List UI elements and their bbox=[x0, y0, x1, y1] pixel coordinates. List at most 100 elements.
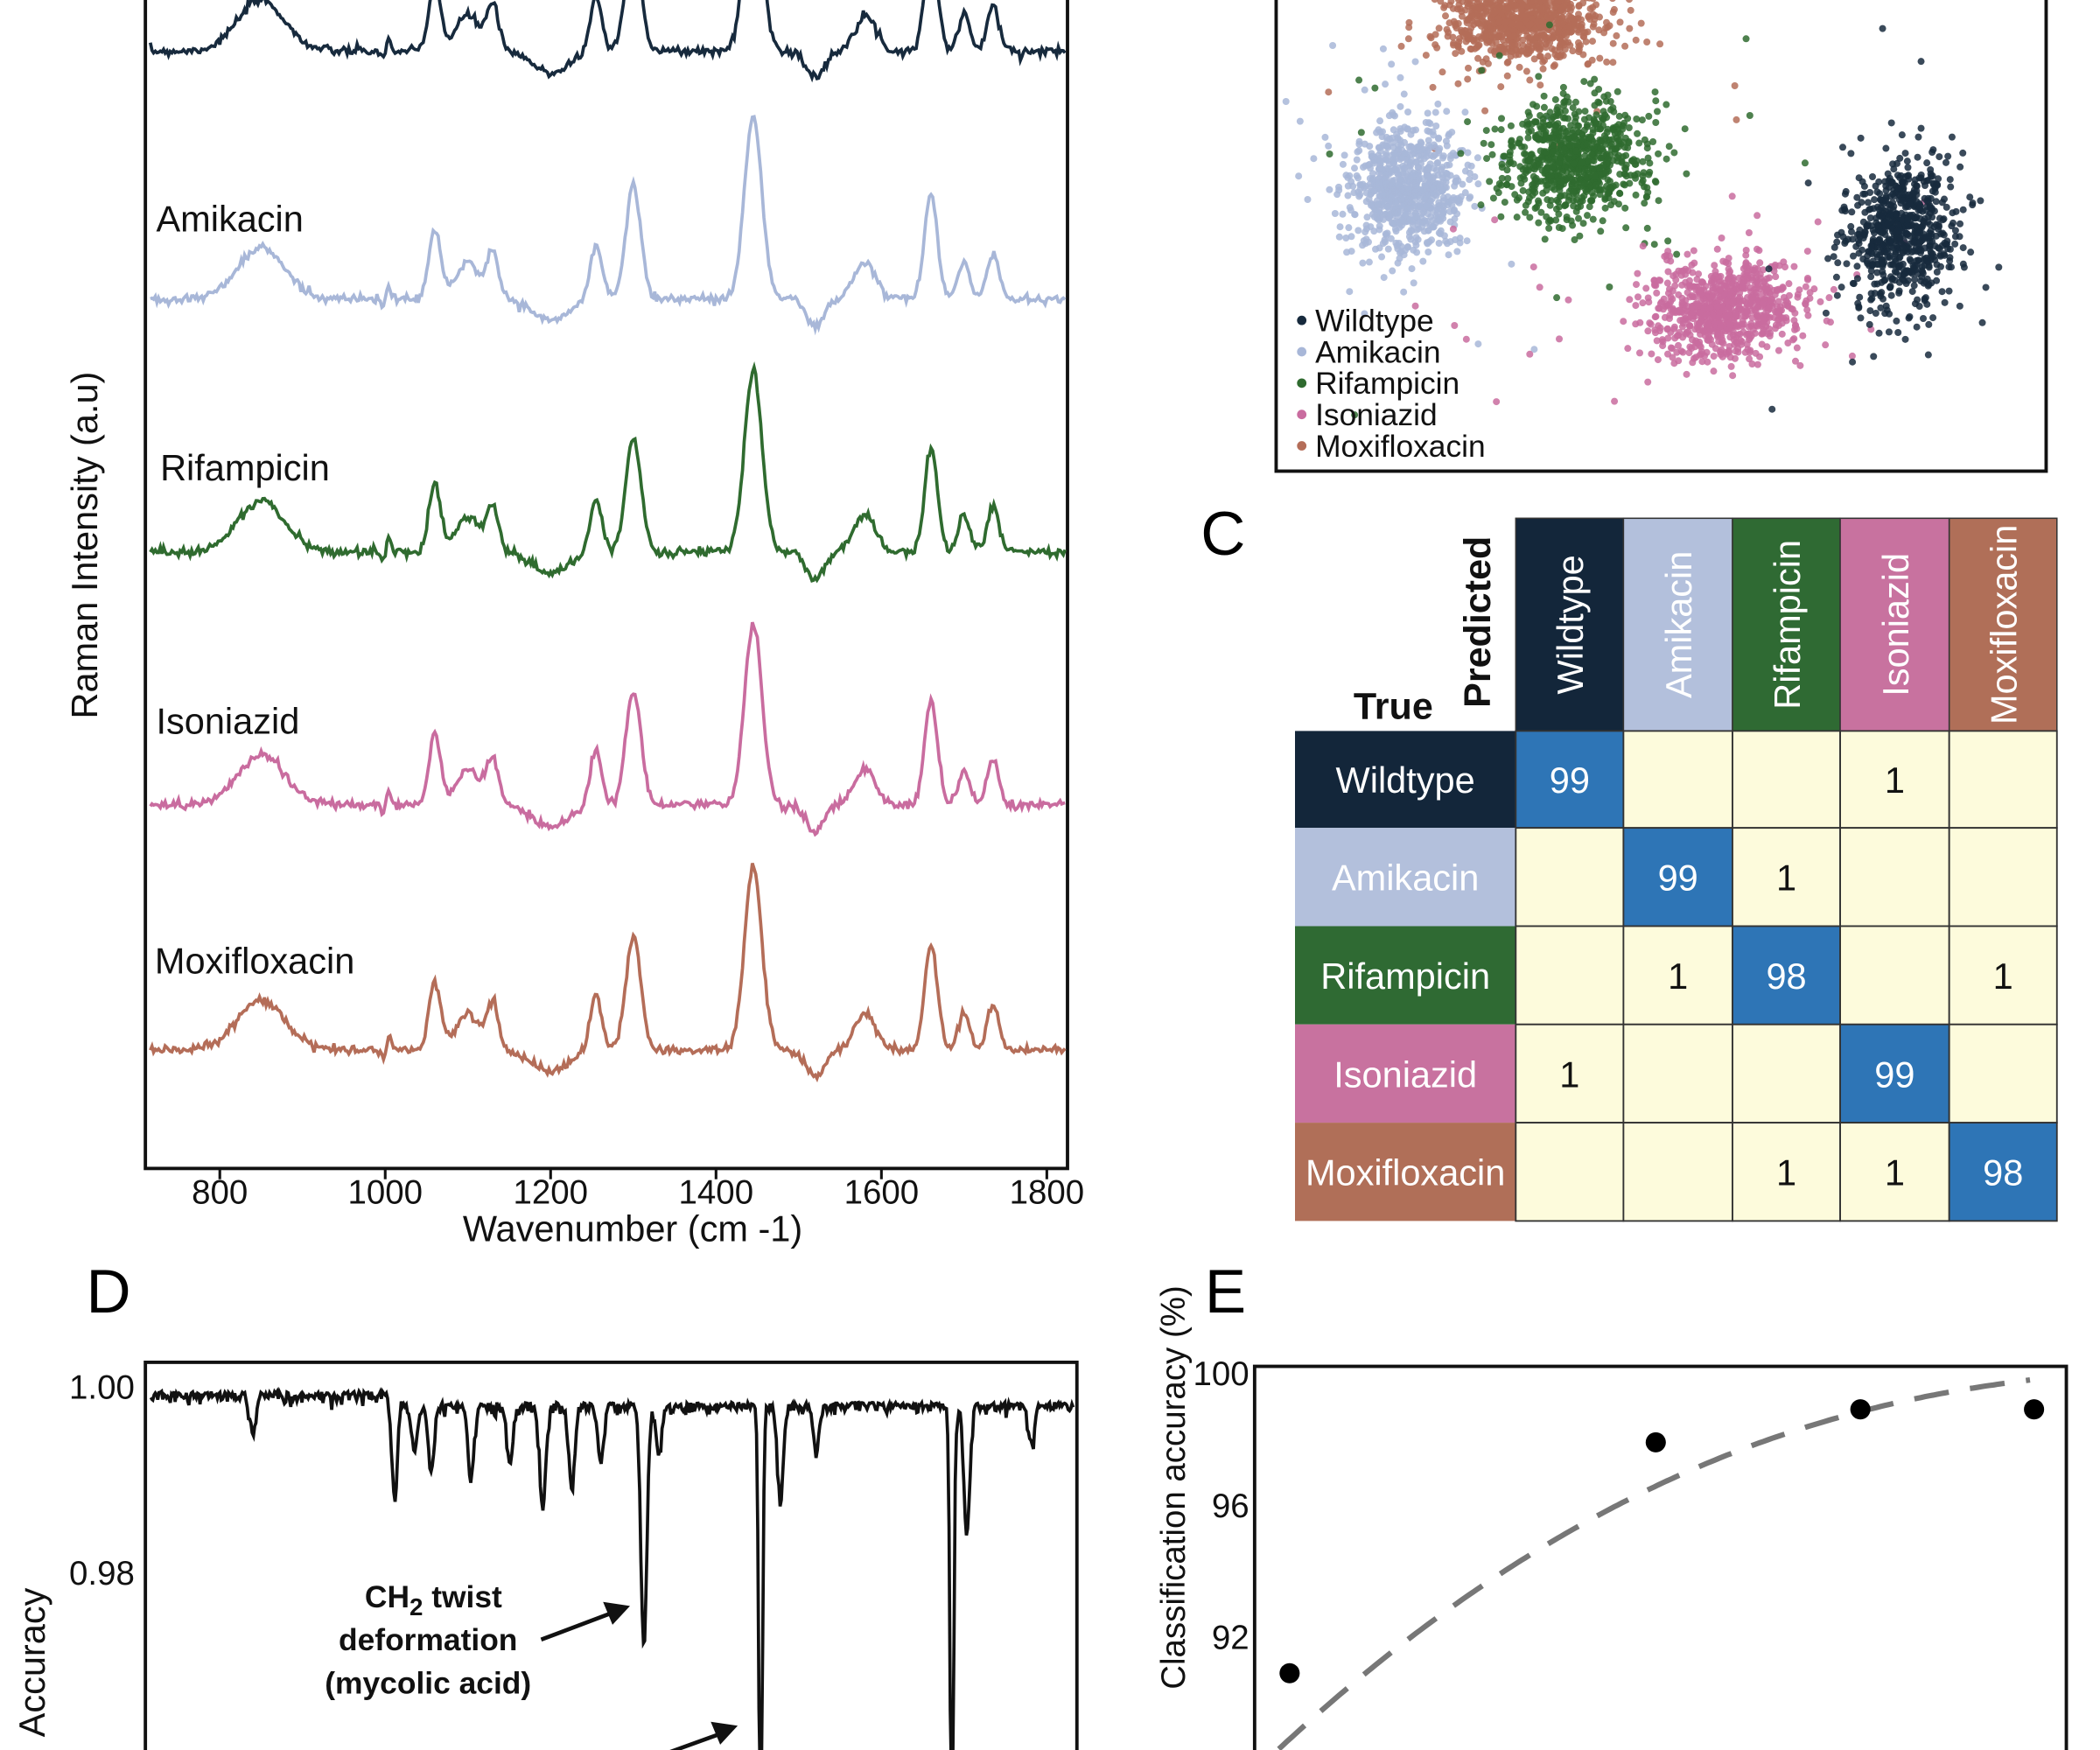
scatter-point-rifampicin bbox=[1495, 179, 1503, 187]
scatter-point-moxifloxacin bbox=[1563, 32, 1570, 39]
scatter-point-rifampicin bbox=[1522, 201, 1530, 209]
scatter-point-isoniazid bbox=[1788, 305, 1796, 313]
scatter-point-rifampicin bbox=[1597, 144, 1605, 152]
legend-label-isoniazid: Isoniazid bbox=[1315, 398, 1438, 432]
scatter-point-isoniazid bbox=[1768, 296, 1774, 304]
scatter-point-rifampicin bbox=[1601, 195, 1609, 203]
scatter-point-wildtype bbox=[1834, 259, 1842, 267]
scatter-point-rifampicin bbox=[1633, 116, 1641, 122]
scatter-point-rifampicin bbox=[1620, 144, 1628, 151]
scatter-point-amikacin bbox=[1394, 181, 1402, 189]
panel-c-confusion-matrix: True Predicted Wildtype Amikacin Rifampici… bbox=[1295, 517, 2058, 1222]
scatter-point-amikacin bbox=[1446, 218, 1454, 226]
scatter-point-moxifloxacin bbox=[1447, 0, 1455, 5]
scatter-point-moxifloxacin bbox=[1504, 58, 1512, 66]
scatter-point-rifampicin bbox=[1644, 154, 1652, 162]
scatter-point-rifampicin bbox=[1583, 140, 1591, 148]
scatter-point-wildtype bbox=[1878, 278, 1886, 286]
scatter-point-moxifloxacin bbox=[1429, 83, 1437, 91]
scatter-point-isoniazid bbox=[1717, 272, 1725, 280]
scatter-point-amikacin bbox=[1408, 265, 1416, 273]
scatter-point-rifampicin bbox=[1541, 235, 1549, 243]
scatter-point-wildtype bbox=[1920, 315, 1927, 322]
scatter-point-rifampicin bbox=[1603, 136, 1611, 144]
scatter-point-amikacin bbox=[1389, 219, 1396, 227]
scatter-point-moxifloxacin bbox=[1524, 46, 1532, 53]
scatter-point-amikacin bbox=[1350, 189, 1358, 197]
scatter-point-isoniazid bbox=[1493, 398, 1501, 406]
scatter-point-amikacin bbox=[1379, 45, 1387, 52]
legend-marker-rifampicin bbox=[1297, 378, 1307, 388]
scatter-point-amikacin bbox=[1390, 111, 1397, 119]
scatter-point-rifampicin bbox=[1569, 187, 1577, 195]
spectrum-rifampicin bbox=[149, 360, 1067, 584]
scatter-point-isoniazid bbox=[1742, 260, 1750, 268]
scatter-point-amikacin bbox=[1407, 161, 1415, 169]
scatter-point-isoniazid bbox=[1774, 316, 1782, 324]
scatter-point-isoniazid bbox=[1704, 322, 1712, 329]
scatter-point-amikacin bbox=[1396, 128, 1404, 135]
scatter-point-amikacin bbox=[1382, 231, 1390, 239]
scatter-point-isoniazid bbox=[1739, 282, 1746, 290]
scatter-point-wildtype bbox=[1928, 149, 1936, 156]
scatter-point-isoniazid bbox=[1657, 298, 1665, 306]
scatter-point-isoniazid bbox=[1644, 378, 1652, 386]
scatter-point-amikacin bbox=[1452, 178, 1460, 186]
scatter-point-amikacin bbox=[1433, 209, 1441, 217]
scatter-point-isoniazid bbox=[1717, 330, 1725, 338]
xtick-label: 1400 bbox=[679, 1173, 754, 1211]
scatter-point-wildtype bbox=[1935, 244, 1942, 252]
scatter-point-rifampicin bbox=[1530, 185, 1538, 192]
scatter-point-rifampicin bbox=[1590, 144, 1598, 151]
scatter-point-amikacin bbox=[1353, 156, 1361, 164]
scatter-point-isoniazid bbox=[1752, 308, 1760, 316]
scatter-point-moxifloxacin bbox=[1592, 12, 1600, 20]
scatter-point-moxifloxacin bbox=[1586, 16, 1594, 24]
scatter-point-rifampicin bbox=[1516, 163, 1524, 171]
scatter-point-amikacin bbox=[1432, 122, 1440, 130]
scatter-point-amikacin bbox=[1397, 141, 1405, 149]
scatter-point-wildtype bbox=[1852, 242, 1860, 250]
scatter-point-moxifloxacin bbox=[1541, 0, 1549, 4]
scatter-point-isoniazid bbox=[1729, 372, 1737, 380]
scatter-point-rifampicin bbox=[1570, 197, 1578, 205]
scatter-point-wildtype bbox=[1982, 284, 1990, 291]
scatter-point-rifampicin bbox=[1574, 184, 1582, 192]
scatter-point-amikacin bbox=[1372, 182, 1380, 189]
scatter-point-rifampicin bbox=[1614, 143, 1622, 150]
matrix-value: 1 bbox=[1776, 858, 1796, 899]
scatter-point-wildtype bbox=[1904, 230, 1912, 238]
scatter-point-amikacin bbox=[1410, 279, 1418, 287]
scatter-point-moxifloxacin bbox=[1556, 34, 1563, 42]
scatter-point-amikacin bbox=[1422, 119, 1430, 126]
scatter-point-rifampicin bbox=[1603, 182, 1610, 190]
scatter-point-wildtype bbox=[1916, 205, 1923, 213]
scatter-point-isoniazid bbox=[1690, 247, 1698, 255]
scatter-point-rifampicin bbox=[1551, 128, 1559, 136]
scatter-point-amikacin bbox=[1393, 242, 1401, 249]
scatter-point-rifampicin bbox=[1495, 52, 1503, 60]
scatter-point-rifampicin bbox=[1622, 172, 1630, 180]
scatter-point-rifampicin bbox=[1546, 108, 1554, 116]
scatter-point-moxifloxacin bbox=[1586, 0, 1592, 2]
scatter-point-wildtype bbox=[1804, 179, 1812, 187]
scatter-point-moxifloxacin bbox=[1529, 4, 1536, 12]
scatter-point-wildtype bbox=[1843, 260, 1851, 268]
scatter-point-amikacin bbox=[1424, 109, 1432, 117]
scatter-point-wildtype bbox=[1886, 283, 1894, 290]
scatter-point-wildtype bbox=[1893, 317, 1900, 325]
scatter-point-wildtype bbox=[1882, 144, 1890, 152]
scatter-point-rifampicin bbox=[1504, 175, 1512, 182]
scatter-point-rifampicin bbox=[1604, 91, 1612, 99]
scatter-point-isoniazid bbox=[1754, 360, 1761, 368]
scatter-point-wildtype bbox=[1899, 243, 1907, 251]
scatter-point-moxifloxacin bbox=[1656, 40, 1664, 48]
scatter-point-amikacin bbox=[1351, 164, 1359, 172]
scatter-point-rifampicin bbox=[1606, 284, 1614, 290]
scatter-point-isoniazid bbox=[1659, 338, 1667, 346]
scatter-point-isoniazid bbox=[1742, 251, 1750, 259]
spectrum-moxifloxacin bbox=[149, 863, 1067, 1083]
scatter-point-wildtype bbox=[1904, 216, 1911, 224]
scatter-point-isoniazid bbox=[1802, 299, 1810, 307]
